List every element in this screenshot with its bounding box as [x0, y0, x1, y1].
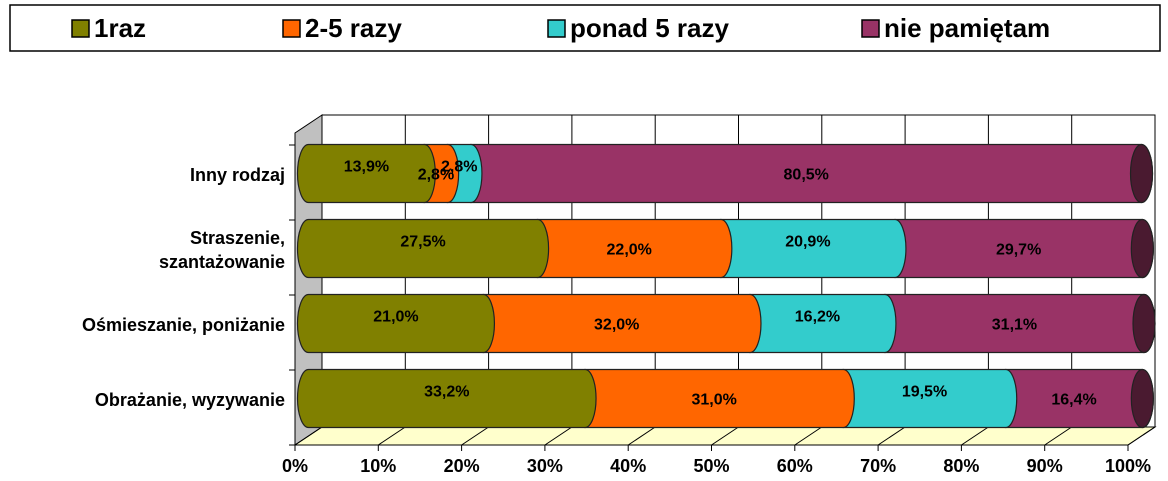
x-tick-label: 60% — [777, 456, 813, 476]
value-label: 31,0% — [691, 392, 736, 409]
value-label: 16,2% — [795, 309, 840, 326]
legend-label: ponad 5 razy — [570, 13, 729, 43]
value-label: 32,0% — [594, 317, 639, 334]
bar-segment — [296, 293, 495, 354]
bar-segment — [296, 218, 550, 279]
category-label: Ośmieszanie, poniżanie — [81, 314, 285, 335]
x-tick-label: 0% — [282, 456, 308, 476]
x-tick-label: 30% — [527, 456, 563, 476]
legend-box — [9, 4, 1161, 52]
bar-end-cap — [1129, 143, 1154, 204]
value-label: 22,0% — [607, 242, 652, 259]
value-label: 21,0% — [373, 309, 418, 326]
x-tick-label: 20% — [444, 456, 480, 476]
bar-segment — [296, 368, 597, 429]
value-label: 31,1% — [992, 317, 1037, 334]
grid-line — [961, 426, 989, 446]
grid-line — [877, 426, 906, 446]
grid-line — [1044, 426, 1072, 446]
category-label: Inny rodzaj — [189, 164, 285, 185]
value-label: 33,2% — [424, 384, 469, 401]
bar-segment — [296, 143, 436, 204]
x-tick-label: 50% — [693, 456, 729, 476]
value-label: 80,5% — [784, 167, 829, 184]
x-tick-label: 10% — [360, 456, 396, 476]
value-label: 16,4% — [1051, 392, 1096, 409]
grid-line — [627, 426, 656, 446]
legend-label: 2-5 razy — [305, 13, 402, 43]
legend-swatch — [547, 19, 566, 38]
x-tick-label: 100% — [1105, 456, 1151, 476]
value-label: 20,9% — [785, 234, 830, 251]
value-label: 2,8% — [441, 159, 477, 176]
category-label: Obrażanie, wyzywanie — [94, 389, 285, 410]
grid-line — [294, 426, 323, 446]
x-tick-label: 70% — [860, 456, 896, 476]
x-tick-label: 40% — [610, 456, 646, 476]
bar-end-cap — [1130, 368, 1154, 429]
value-label: 19,5% — [902, 384, 947, 401]
legend-swatch — [282, 19, 301, 38]
bar-end-cap — [1130, 218, 1154, 279]
bar-end-cap — [1132, 293, 1156, 354]
value-label: 29,7% — [996, 242, 1041, 259]
legend-label: 1raz — [94, 13, 146, 43]
value-label: 13,9% — [344, 159, 389, 176]
x-tick-label: 90% — [1027, 456, 1063, 476]
legend-swatch — [861, 19, 880, 38]
grid-line — [378, 426, 406, 446]
value-label: 27,5% — [400, 234, 445, 251]
value-label: 2,8% — [418, 167, 454, 184]
legend-swatch — [71, 19, 90, 38]
grid-line — [544, 426, 573, 446]
grid-line — [1127, 426, 1156, 446]
grid-line — [711, 426, 739, 446]
x-tick-label: 80% — [943, 456, 979, 476]
category-label: Straszenie, szantażowanie — [158, 227, 285, 272]
grid-line — [794, 426, 823, 446]
legend-label: nie pamiętam — [884, 13, 1050, 43]
grid-line — [461, 426, 489, 446]
